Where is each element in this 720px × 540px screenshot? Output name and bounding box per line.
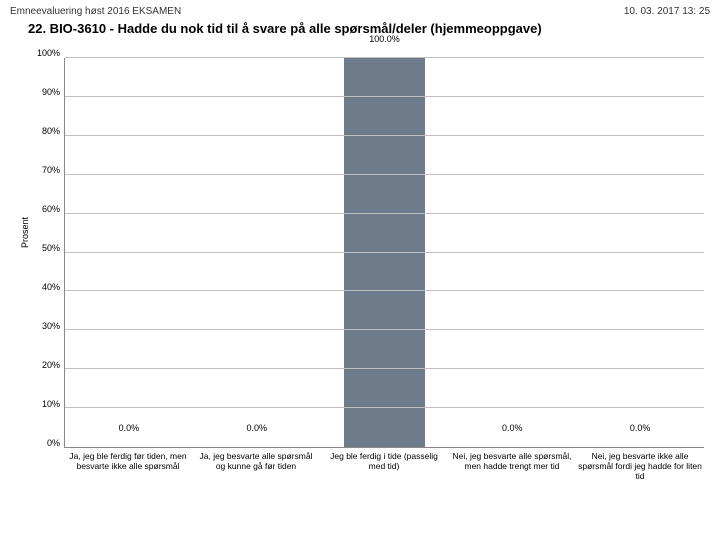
x-tick-label: Jeg ble ferdig i tide (passelig med tid)	[320, 452, 448, 481]
page-header: Emneevaluering høst 2016 EKSAMEN 10. 03.…	[0, 0, 720, 17]
bar-value-label: 0.0%	[448, 423, 576, 433]
y-tick-label: 30%	[24, 321, 60, 331]
chart-area: Prosent 0.0%0.0%100.0%0.0%0.0% Ja, jeg b…	[24, 58, 712, 528]
x-tick-label: Ja, jeg besvarte alle spørsmål og kunne …	[192, 452, 320, 481]
grid-line	[65, 368, 704, 369]
grid-line	[65, 329, 704, 330]
x-tick-label: Nei, jeg besvarte ikke alle spørsmål for…	[576, 452, 704, 481]
y-tick-label: 20%	[24, 360, 60, 370]
grid-line	[65, 407, 704, 408]
x-axis-labels: Ja, jeg ble ferdig før tiden, men besvar…	[64, 452, 704, 481]
header-right: 10. 03. 2017 13: 25	[624, 6, 710, 17]
bar-slot: 0.0%	[65, 58, 193, 447]
grid-line	[65, 96, 704, 97]
grid-line	[65, 290, 704, 291]
y-tick-label: 40%	[24, 282, 60, 292]
bar-value-label: 0.0%	[193, 423, 321, 433]
y-tick-label: 90%	[24, 87, 60, 97]
grid-line	[65, 174, 704, 175]
bar-value-label: 0.0%	[576, 423, 704, 433]
grid-line	[65, 252, 704, 253]
bar-value-label: 0.0%	[65, 423, 193, 433]
y-tick-label: 80%	[24, 126, 60, 136]
plot-region: 0.0%0.0%100.0%0.0%0.0%	[64, 58, 704, 448]
grid-line	[65, 135, 704, 136]
bar-slot: 0.0%	[448, 58, 576, 447]
y-tick-label: 0%	[24, 438, 60, 448]
bar-slot: 0.0%	[193, 58, 321, 447]
bars-container: 0.0%0.0%100.0%0.0%0.0%	[65, 58, 704, 447]
y-tick-label: 70%	[24, 165, 60, 175]
x-tick-label: Nei, jeg besvarte alle spørsmål, men had…	[448, 452, 576, 481]
bar-slot: 100.0%	[321, 58, 449, 447]
y-tick-label: 50%	[24, 243, 60, 253]
bar-slot: 0.0%	[576, 58, 704, 447]
y-tick-label: 10%	[24, 399, 60, 409]
grid-line	[65, 213, 704, 214]
y-tick-label: 60%	[24, 204, 60, 214]
bar	[344, 58, 426, 447]
header-left: Emneevaluering høst 2016 EKSAMEN	[10, 6, 181, 17]
y-tick-label: 100%	[24, 48, 60, 58]
bar-value-label: 100.0%	[321, 34, 449, 44]
grid-line	[65, 57, 704, 58]
x-tick-label: Ja, jeg ble ferdig før tiden, men besvar…	[64, 452, 192, 481]
